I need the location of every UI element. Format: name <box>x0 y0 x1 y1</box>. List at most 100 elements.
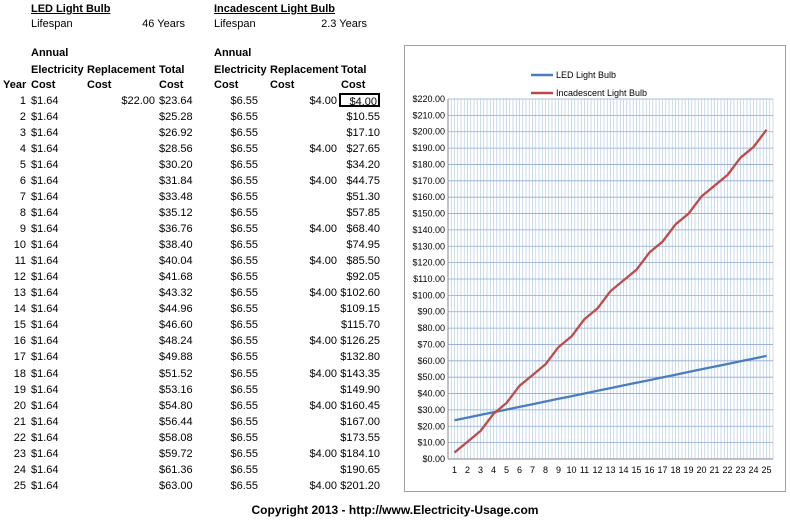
cell-inc-total[interactable]: $115.70 <box>341 319 380 332</box>
cell-inc-total[interactable]: $85.50 <box>346 255 380 268</box>
cell-year[interactable]: 18 <box>13 367 26 380</box>
cell-inc-total[interactable]: $143.35 <box>340 367 380 380</box>
cell-inc-annual[interactable]: $6.55 <box>230 239 258 252</box>
cell-inc-annual[interactable]: $6.55 <box>230 287 258 300</box>
cell-led-annual[interactable]: $1.64 <box>31 431 59 444</box>
cell-year[interactable]: 17 <box>13 351 26 364</box>
cell-led-total[interactable]: $36.76 <box>159 223 193 236</box>
cell-inc-total-selected[interactable]: $4.00 <box>339 93 380 108</box>
cell-year[interactable]: 20 <box>13 399 26 412</box>
cell-inc-total[interactable]: $44.75 <box>346 175 380 188</box>
cell-led-annual[interactable]: $1.64 <box>31 383 59 396</box>
cell-led-annual[interactable]: $1.64 <box>31 191 59 204</box>
cell-inc-total[interactable]: $74.95 <box>346 239 380 252</box>
cell-inc-total[interactable]: $102.60 <box>340 287 380 300</box>
cell-inc-replacement[interactable]: $4.00 <box>309 287 337 300</box>
cell-inc-annual[interactable]: $6.55 <box>230 415 258 428</box>
cell-led-total[interactable]: $33.48 <box>159 191 193 204</box>
cell-inc-annual[interactable]: $6.55 <box>230 399 258 412</box>
cell-year[interactable]: 6 <box>19 175 26 188</box>
cell-inc-annual[interactable]: $6.55 <box>230 479 258 492</box>
cell-year[interactable]: 3 <box>19 127 26 140</box>
cell-inc-total[interactable]: $149.90 <box>340 383 380 396</box>
cell-led-annual[interactable]: $1.64 <box>31 319 59 332</box>
cell-led-annual[interactable]: $1.64 <box>31 159 59 172</box>
cell-year[interactable]: 21 <box>13 415 26 428</box>
cell-led-annual[interactable]: $1.64 <box>31 175 59 188</box>
cell-led-annual[interactable]: $1.64 <box>31 303 59 316</box>
cell-year[interactable]: 7 <box>19 191 26 204</box>
cell-inc-replacement[interactable]: $4.00 <box>309 479 337 492</box>
cell-year[interactable]: 11 <box>14 255 26 268</box>
cell-led-annual[interactable]: $1.64 <box>31 223 59 236</box>
cell-inc-total[interactable]: $27.65 <box>346 143 380 156</box>
cell-led-annual[interactable]: $1.64 <box>31 463 59 476</box>
cell-led-annual[interactable]: $1.64 <box>31 239 59 252</box>
cell-inc-total[interactable]: $68.40 <box>346 223 380 236</box>
cell-inc-annual[interactable]: $6.55 <box>230 351 258 364</box>
cell-year[interactable]: 19 <box>13 383 26 396</box>
cell-led-annual[interactable]: $1.64 <box>31 127 59 140</box>
cell-inc-total[interactable]: $184.10 <box>340 447 380 460</box>
cell-inc-annual[interactable]: $6.55 <box>230 463 258 476</box>
cell-year[interactable]: 23 <box>13 447 26 460</box>
cell-inc-total[interactable]: $10.55 <box>346 111 380 124</box>
cell-led-annual[interactable]: $1.64 <box>31 95 59 107</box>
cell-inc-total[interactable]: $173.55 <box>340 431 380 444</box>
cell-inc-annual[interactable]: $6.55 <box>230 271 258 284</box>
cell-inc-annual[interactable]: $6.55 <box>230 303 258 316</box>
cell-led-total[interactable]: $31.84 <box>159 175 193 188</box>
cell-led-total[interactable]: $43.32 <box>159 287 193 300</box>
cell-inc-total[interactable]: $132.80 <box>340 351 380 364</box>
cell-led-annual[interactable]: $1.64 <box>31 271 59 284</box>
cell-inc-replacement[interactable]: $4.00 <box>309 399 337 412</box>
cell-led-total[interactable]: $49.88 <box>159 351 193 364</box>
cell-led-total[interactable]: $63.00 <box>159 479 193 492</box>
cell-led-annual[interactable]: $1.64 <box>31 447 59 460</box>
cell-inc-replacement[interactable]: $4.00 <box>309 175 337 188</box>
cell-inc-annual[interactable]: $6.55 <box>230 95 258 107</box>
cell-inc-total[interactable]: $17.10 <box>346 127 380 140</box>
cell-year[interactable]: 8 <box>19 207 26 220</box>
cell-inc-annual[interactable]: $6.55 <box>230 319 258 332</box>
cell-led-annual[interactable]: $1.64 <box>31 399 59 412</box>
cell-led-total[interactable]: $61.36 <box>159 463 193 476</box>
cell-inc-total[interactable]: $190.65 <box>340 463 380 476</box>
cell-year[interactable]: 14 <box>13 303 26 316</box>
cell-year[interactable]: 2 <box>19 111 26 124</box>
cell-year[interactable]: 15 <box>13 319 26 332</box>
cell-led-annual[interactable]: $1.64 <box>31 255 59 268</box>
cell-led-total[interactable]: $38.40 <box>159 239 193 252</box>
cell-inc-replacement[interactable]: $4.00 <box>309 223 337 236</box>
cell-year[interactable]: 4 <box>19 143 26 156</box>
cell-led-total[interactable]: $28.56 <box>159 143 193 156</box>
cell-year[interactable]: 25 <box>13 479 26 492</box>
cell-inc-replacement[interactable]: $4.00 <box>309 95 337 107</box>
cell-led-annual[interactable]: $1.64 <box>31 143 59 156</box>
cell-inc-annual[interactable]: $6.55 <box>230 447 258 460</box>
cell-inc-total[interactable]: $167.00 <box>340 415 380 428</box>
cell-inc-annual[interactable]: $6.55 <box>230 367 258 380</box>
cell-led-annual[interactable]: $1.64 <box>31 335 59 348</box>
cell-inc-annual[interactable]: $6.55 <box>230 143 258 156</box>
cell-led-total[interactable]: $40.04 <box>159 255 193 268</box>
cell-inc-total[interactable]: $92.05 <box>346 271 380 284</box>
cell-inc-total[interactable]: $126.25 <box>340 335 380 348</box>
cell-inc-total[interactable]: $109.15 <box>340 303 380 316</box>
cell-inc-replacement[interactable]: $4.00 <box>309 143 337 156</box>
cell-year[interactable]: 5 <box>19 159 26 172</box>
cell-led-total[interactable]: $46.60 <box>159 319 193 332</box>
cell-led-annual[interactable]: $1.64 <box>31 479 59 492</box>
cell-led-total[interactable]: $44.96 <box>159 303 193 316</box>
cell-led-annual[interactable]: $1.64 <box>31 111 59 124</box>
cell-inc-replacement[interactable]: $4.00 <box>309 255 337 268</box>
cell-inc-annual[interactable]: $6.55 <box>230 159 258 172</box>
cell-inc-annual[interactable]: $6.55 <box>230 383 258 396</box>
cell-inc-annual[interactable]: $6.55 <box>230 191 258 204</box>
cell-led-total[interactable]: $53.16 <box>159 383 193 396</box>
cell-led-total[interactable]: $54.80 <box>159 399 193 412</box>
cell-inc-annual[interactable]: $6.55 <box>230 223 258 236</box>
cell-inc-replacement[interactable]: $4.00 <box>309 367 337 380</box>
cell-year[interactable]: 22 <box>13 431 26 444</box>
cell-year[interactable]: 1 <box>19 95 26 107</box>
